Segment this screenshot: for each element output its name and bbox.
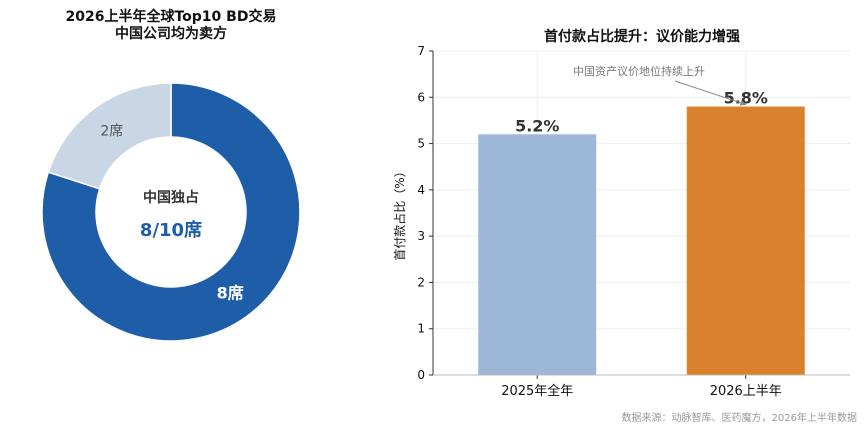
source-note: 数据来源：动脉智库、医药魔方，2026年上半年数据 <box>621 413 857 424</box>
bar-chart-title: 首付款占比提升：议价能力增强 <box>544 29 740 45</box>
y-axis-label: 首付款占比（%） <box>392 165 407 260</box>
bar-0 <box>478 134 597 375</box>
annotation-arrow <box>674 80 747 106</box>
donut-center-value: 8/10席 <box>140 219 202 241</box>
x-tick-label-0: 2025年全年 <box>501 383 573 399</box>
y-tick-label: 4 <box>417 183 425 197</box>
donut-center-text: 中国独占 <box>143 189 199 206</box>
y-tick-label: 0 <box>417 368 425 382</box>
donut-title-line2: 中国公司均为卖方 <box>115 26 227 42</box>
y-tick-label: 6 <box>417 90 425 104</box>
y-tick-label: 7 <box>417 44 425 58</box>
bar-data-label-0: 5.2% <box>515 116 559 135</box>
bar-annotation: 中国资产议价地位持续上升 <box>573 64 705 78</box>
y-tick-label: 1 <box>417 322 425 336</box>
donut-chart-title: 2026上半年全球Top10 BD交易 中国公司均为卖方 <box>20 9 322 43</box>
bar-data-label-1: 5.8% <box>724 89 768 108</box>
donut-slice-label-0: 8席 <box>217 283 244 302</box>
y-tick-label: 5 <box>417 137 425 151</box>
y-tick-label: 2 <box>417 275 425 289</box>
donut-slice-1 <box>47 82 172 190</box>
y-tick-label: 3 <box>417 229 425 243</box>
bar-1 <box>686 106 805 376</box>
donut-slice-label-1: 2席 <box>100 124 123 140</box>
donut-slice-0 <box>41 82 301 342</box>
donut-title-line1: 2026上半年全球Top10 BD交易 <box>65 9 277 25</box>
x-tick-label-1: 2026上半年 <box>710 384 782 399</box>
